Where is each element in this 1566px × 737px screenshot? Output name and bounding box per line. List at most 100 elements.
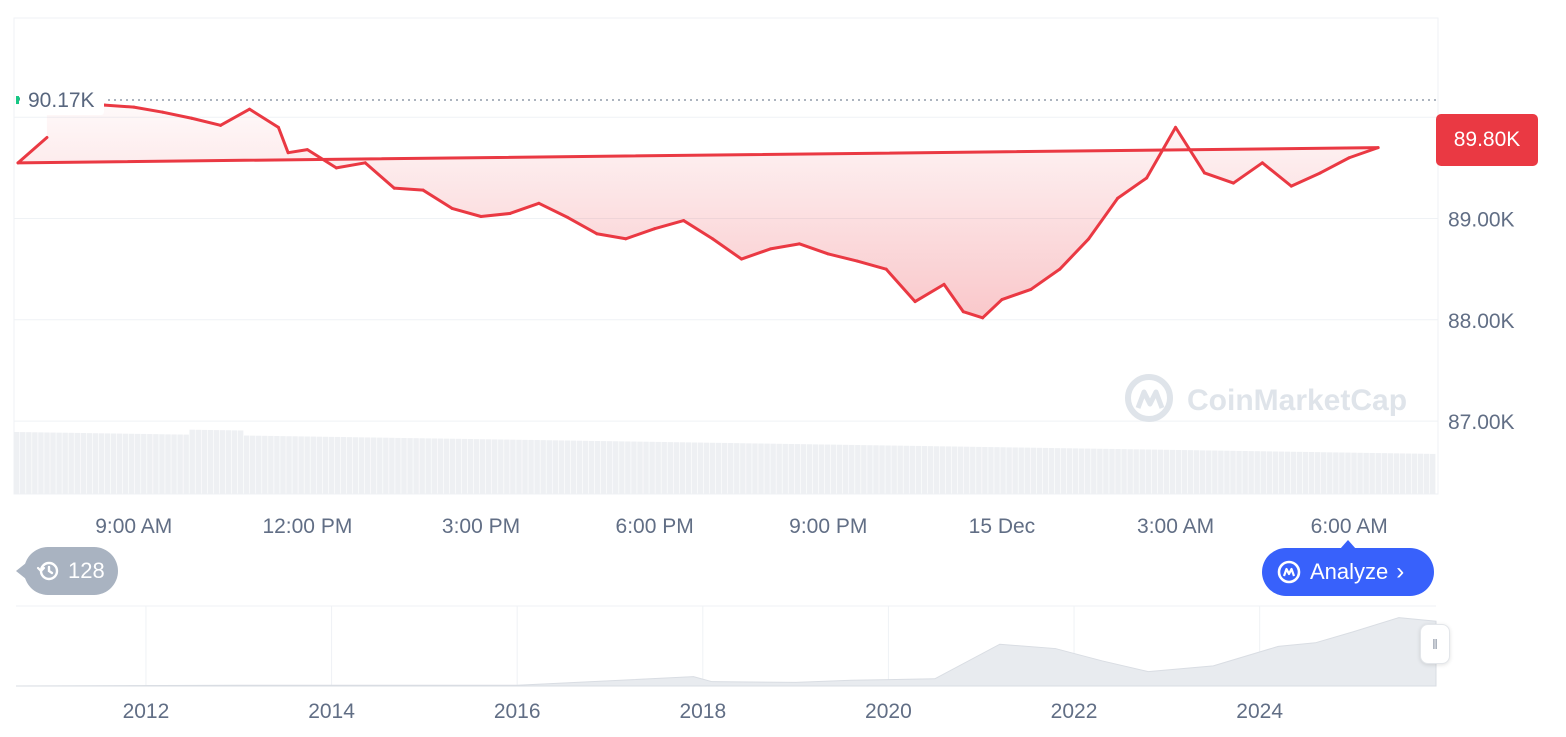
volume-bar xyxy=(1351,453,1356,494)
navigator-year-label: 2024 xyxy=(1236,700,1283,723)
volume-bar xyxy=(462,439,467,494)
volume-bar xyxy=(250,436,255,494)
volume-bar xyxy=(1006,447,1011,494)
volume-bar xyxy=(274,436,279,494)
volume-bar xyxy=(819,444,824,494)
main-plot-frame xyxy=(14,18,1438,494)
x-tick-label: 6:00 PM xyxy=(616,515,694,538)
volume-bar xyxy=(1309,452,1314,494)
watermark: CoinMarketCap xyxy=(1128,377,1407,419)
volume-bar xyxy=(1079,448,1084,494)
volume-bar xyxy=(1012,447,1017,494)
volume-bar xyxy=(565,441,570,494)
volume-bar xyxy=(1139,449,1144,494)
volume-bar xyxy=(129,434,134,494)
volume-bar xyxy=(311,437,316,494)
navigator-year-label: 2022 xyxy=(1051,700,1098,723)
volume-bar xyxy=(716,443,721,494)
navigator-year-label: 2012 xyxy=(123,700,170,723)
volume-bar xyxy=(571,441,576,494)
volume-bar xyxy=(304,436,309,494)
volume-bar xyxy=(226,430,231,494)
volume-bar xyxy=(117,434,122,494)
analyze-button[interactable]: Analyze › xyxy=(1262,548,1434,596)
reference-line: 90.17K xyxy=(16,85,1436,115)
volume-bar xyxy=(752,443,757,494)
volume-bar xyxy=(468,439,473,494)
x-tick-label: 9:00 AM xyxy=(95,515,172,538)
volume-bar xyxy=(661,442,666,494)
volume-bar xyxy=(891,446,896,494)
volume-bar xyxy=(982,447,987,494)
volume-bar xyxy=(546,440,551,494)
volume-bar xyxy=(534,440,539,494)
volume-bar xyxy=(1182,450,1187,494)
volume-bar xyxy=(75,433,80,494)
volume-bar xyxy=(1188,450,1193,494)
volume-bar xyxy=(976,447,981,494)
navigator-handle[interactable]: ‖ xyxy=(1420,624,1450,664)
volume-bar xyxy=(56,433,61,494)
volume-bar xyxy=(1418,454,1423,494)
volume-bar xyxy=(879,445,884,494)
volume-bar xyxy=(153,434,158,494)
volume-bar xyxy=(323,437,328,494)
volume-bar xyxy=(1152,450,1157,494)
volume-bar xyxy=(728,443,733,494)
volume-bar xyxy=(353,437,358,494)
x-tick-label: 15 Dec xyxy=(969,515,1036,538)
volume-bar xyxy=(698,443,703,494)
volume-bar xyxy=(674,442,679,494)
volume-bar xyxy=(1061,448,1066,494)
y-tick-label: 87.00K xyxy=(1448,411,1515,434)
volume-bar xyxy=(946,446,951,494)
reference-label: 90.17K xyxy=(28,89,95,112)
volume-bar xyxy=(474,439,479,494)
volume-bar xyxy=(1158,450,1163,494)
volume-bar xyxy=(637,442,642,494)
volume-bar xyxy=(456,439,461,494)
volume-bar xyxy=(38,432,43,494)
volume-bar xyxy=(177,435,182,494)
volume-bar xyxy=(341,437,346,494)
volume-bar xyxy=(522,440,527,494)
volume-bar xyxy=(81,433,86,494)
volume-bar xyxy=(837,445,842,494)
volume-bar xyxy=(649,442,654,494)
y-tick-label: 88.00K xyxy=(1448,310,1515,333)
history-badge[interactable]: 128 xyxy=(24,547,118,595)
volume-bar xyxy=(1430,454,1435,494)
volume-bar xyxy=(256,436,261,494)
volume-bar xyxy=(1091,449,1096,494)
volume-bar xyxy=(389,438,394,494)
volume-bar xyxy=(486,439,491,494)
volume-bar xyxy=(262,436,267,494)
volume-bar xyxy=(1218,451,1223,494)
volume-bar xyxy=(159,434,164,494)
volume-bar xyxy=(93,433,98,494)
volume-bar xyxy=(1388,453,1393,494)
volume-bar xyxy=(801,444,806,494)
history-icon xyxy=(36,559,60,583)
price-line-segment xyxy=(394,188,423,190)
volume-bar xyxy=(1109,449,1114,494)
volume-bar xyxy=(1291,452,1296,494)
volume-bar xyxy=(244,436,249,494)
volume-bar xyxy=(317,437,322,494)
volume-bar xyxy=(395,438,400,494)
volume-bar xyxy=(1200,450,1205,494)
volume-bar xyxy=(286,436,291,494)
volume-bar xyxy=(298,436,303,494)
volume-bar xyxy=(873,445,878,494)
volume-bar xyxy=(492,439,497,494)
reference-marker xyxy=(16,96,19,104)
volume-bar xyxy=(407,438,412,494)
volume-bar xyxy=(1400,453,1405,494)
volume-bar xyxy=(480,439,485,494)
volume-bar xyxy=(268,436,273,494)
current-price-badge: 89.80K xyxy=(1436,114,1538,166)
analyze-label: Analyze xyxy=(1310,559,1388,585)
volume-bar xyxy=(1273,451,1278,494)
